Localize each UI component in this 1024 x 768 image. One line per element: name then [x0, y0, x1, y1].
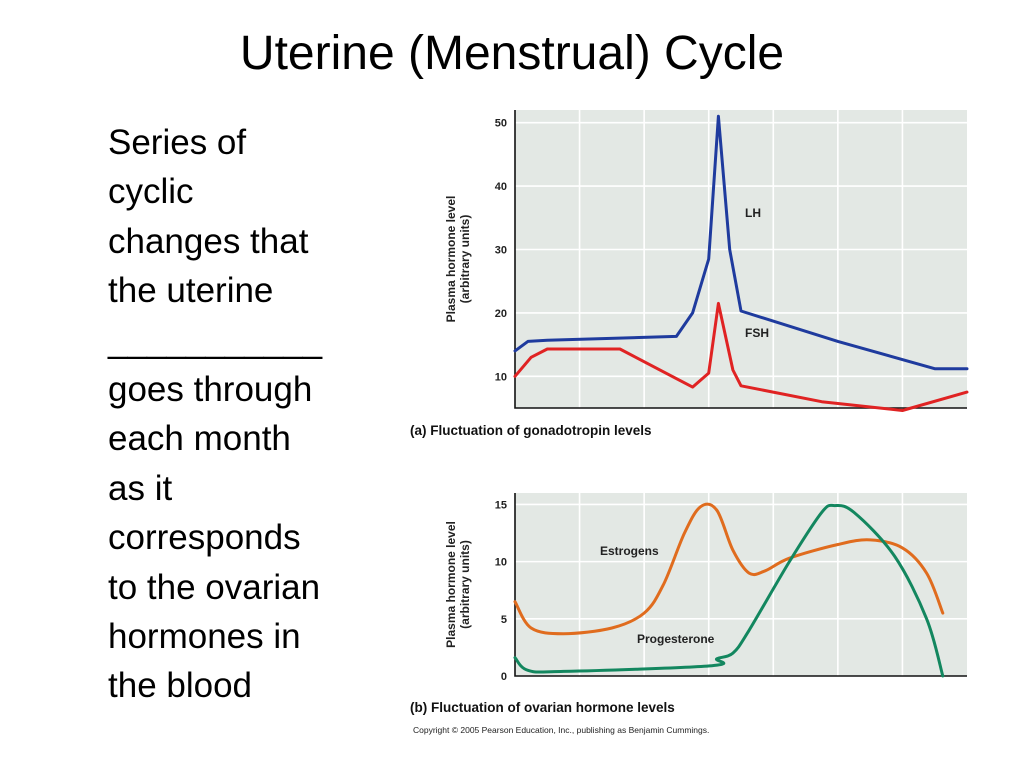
y-tick-label: 40 [495, 181, 507, 193]
y-axis-label: (arbitrary units) [458, 215, 472, 304]
series-label-progesterone: Progesterone [637, 632, 715, 646]
body-line: as it [108, 468, 173, 508]
body-line: Series of [108, 123, 247, 162]
y-tick-label: 15 [495, 499, 507, 511]
body-line: the uterine [108, 271, 274, 311]
body-line: corresponds [108, 518, 301, 558]
series-line-progesterone [513, 503, 945, 678]
body-line: each month [108, 419, 291, 459]
y-tick-label: 30 [495, 244, 507, 256]
series-line-estrogens [513, 502, 945, 636]
copyright-notice: Copyright © 2005 Pearson Education, Inc.… [413, 725, 710, 735]
plot-area [515, 110, 967, 408]
plot-area [515, 493, 967, 676]
body-line: cyclic [108, 172, 194, 212]
gonadotropin-chart: 10 20 30 40 50 Plasma hormone level (arbitrary… [410, 110, 969, 438]
body-line: goes through [108, 370, 313, 410]
y-tick-label: 10 [495, 371, 507, 383]
slide-title: Uterine (Menstrual) Cycle [239, 27, 785, 80]
y-axis-label: (arbitrary units) [458, 540, 472, 629]
series-label-lh: LH [745, 206, 761, 220]
y-tick-label: 10 [495, 557, 507, 569]
body-text: Series of cyclic changes that the uterin… [108, 118, 408, 711]
body-line: changes that [108, 221, 309, 261]
series-label-fsh: FSH [745, 326, 769, 340]
body-line: hormones in [108, 617, 301, 657]
y-tick-label: 0 [501, 671, 507, 683]
axis-line [514, 493, 967, 677]
y-tick-label: 5 [501, 614, 507, 626]
series-line-lh [513, 114, 969, 371]
ovarian-hormone-chart: 0 5 10 15 Plasma hormone level (arbitrary uni… [410, 493, 967, 715]
body-line: the blood [108, 666, 253, 706]
series-label-estrogens: Estrogens [600, 544, 659, 558]
series-line-fsh [513, 301, 969, 412]
y-axis-label: Plasma hormone level [444, 196, 458, 323]
y-tick-label: 20 [495, 308, 507, 320]
y-axis-label: Plasma hormone level [444, 521, 458, 648]
axis-line [514, 110, 967, 409]
body-line: to the ovarian [108, 567, 321, 607]
y-tick-label: 50 [495, 118, 507, 130]
chart-caption: (b) Fluctuation of ovarian hormone level… [410, 700, 675, 715]
body-line: ___________ [108, 320, 323, 360]
chart-caption: (a) Fluctuation of gonadotropin levels [410, 423, 652, 438]
